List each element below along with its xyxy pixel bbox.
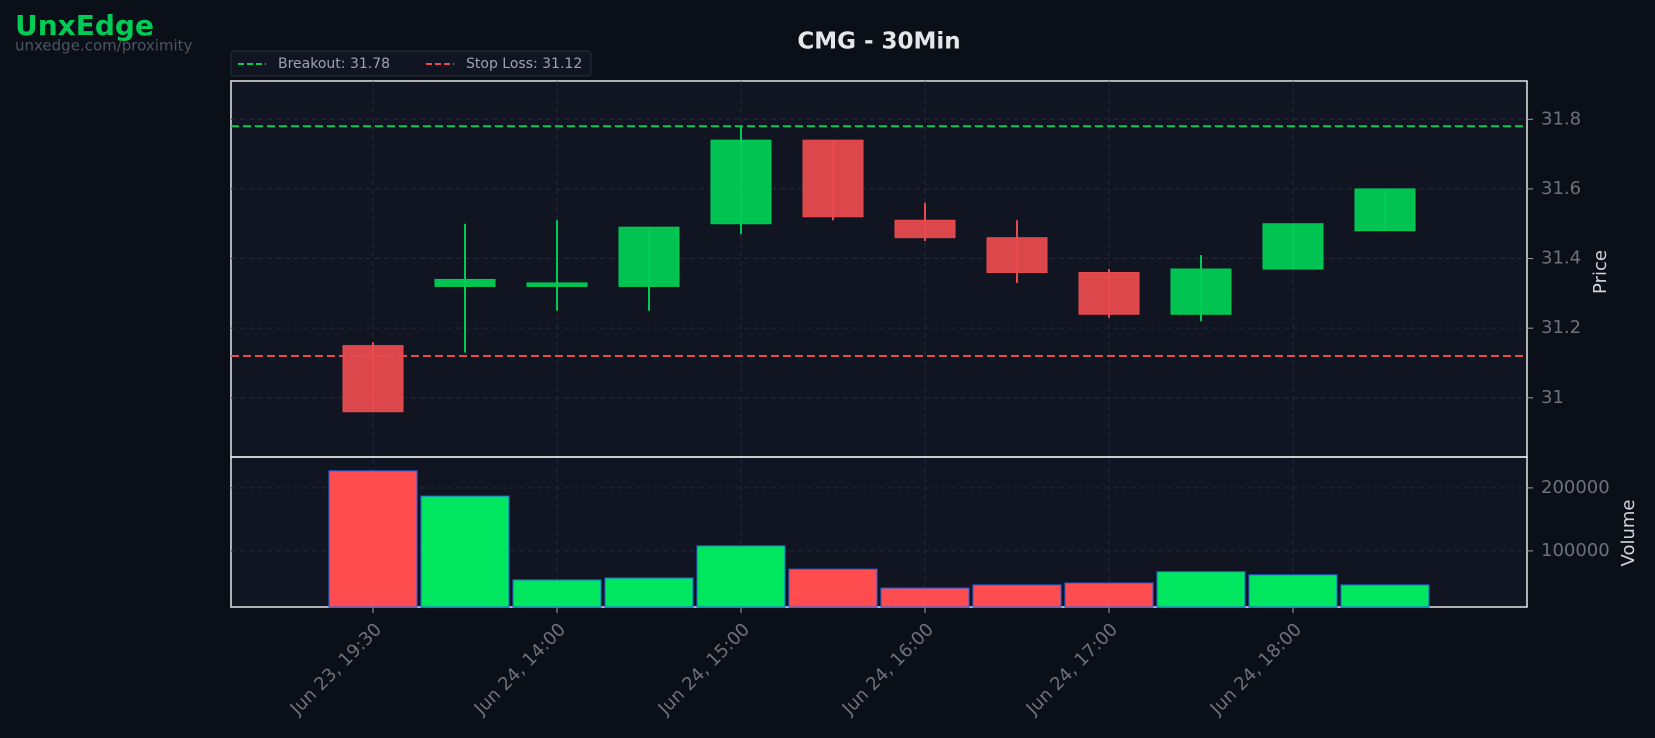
y-tick-label: 31.8 [1541,108,1581,129]
volume-axis-label: Volume [1618,500,1639,567]
volume-bar [604,577,694,608]
volume-bar [1340,584,1430,608]
volume-bar [420,495,510,608]
volume-bar [880,587,970,608]
candle-body [1078,271,1140,315]
candle-body [1170,268,1232,315]
volume-bar [696,545,786,608]
volume-frame [230,456,1528,608]
legend-label: Stop Loss: 31.12 [466,56,582,72]
candle-body [434,278,496,287]
chart-title: CMG - 30Min [797,29,960,55]
volume-bar [972,584,1062,608]
y-axis-label: Price [1590,250,1611,294]
y-tick-label: 31.6 [1541,178,1581,199]
price-panel [231,81,1527,457]
y-tick-label: 100000 [1541,540,1610,561]
y-tick-label: 31.2 [1541,317,1581,338]
candle-body [618,226,680,287]
candle-body [1262,223,1324,270]
candle-body [1354,188,1416,232]
y-tick-label: 200000 [1541,477,1610,498]
volume-bar [1248,574,1338,608]
volume-bar [1156,571,1246,608]
y-tick-label: 31.4 [1541,248,1581,269]
legend [230,50,592,77]
y-tick-label: 31 [1541,387,1564,408]
candle-body [802,139,864,218]
volume-bar [1064,582,1154,608]
volume-bar [328,470,418,608]
brand-name: UnxEdge [15,9,154,42]
legend-label: Breakout: 31.78 [278,56,390,72]
candle-body [526,282,588,287]
candle-body [342,345,404,413]
candle-body [986,237,1048,273]
volume-bar [512,579,602,608]
volume-bar [788,568,878,608]
candle-body [710,139,772,225]
brand-url: unxedge.com/proximity [15,37,193,55]
candle-body [894,219,956,239]
